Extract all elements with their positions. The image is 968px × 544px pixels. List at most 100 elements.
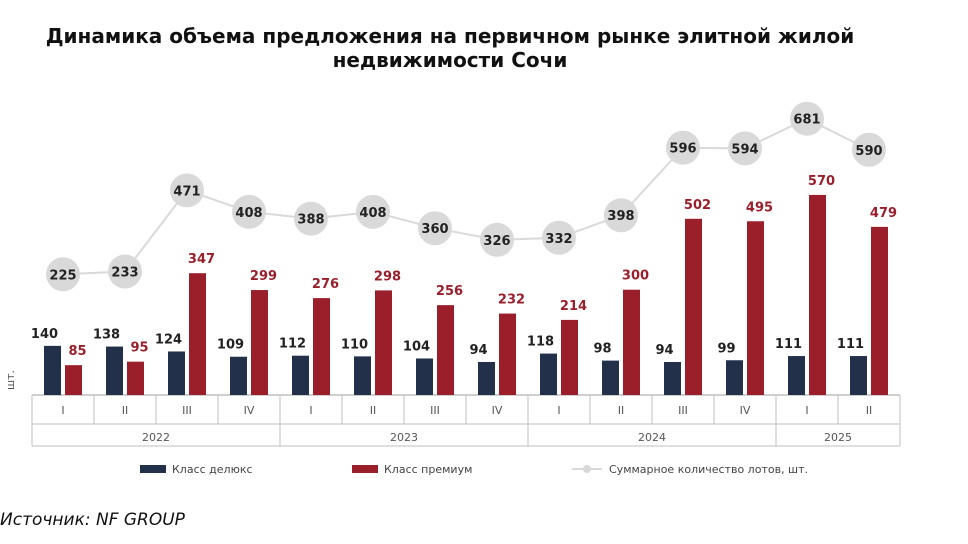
x-tick-label: III [182, 404, 192, 417]
x-tick-label: I [805, 404, 808, 417]
legend-label-premium: Класс премиум [384, 463, 472, 476]
x-tick-label: III [678, 404, 688, 417]
data-label-total: 326 [483, 234, 510, 249]
year-label: 2024 [638, 431, 666, 444]
data-label-deluxe: 111 [775, 337, 802, 352]
x-tick-label: II [370, 404, 377, 417]
bar-deluxe [540, 353, 557, 395]
data-label-total: 332 [545, 232, 572, 247]
data-label-deluxe: 111 [837, 337, 864, 352]
total-marker [480, 222, 514, 257]
source-note: Источник: NF GROUP [0, 510, 185, 530]
bar-deluxe [478, 362, 495, 395]
data-label-deluxe: 104 [403, 339, 430, 354]
total-marker [790, 101, 824, 136]
total-marker [108, 254, 142, 289]
data-label-deluxe: 112 [279, 337, 306, 352]
total-marker [356, 194, 390, 229]
data-label-premium: 570 [808, 174, 835, 189]
data-label-total: 388 [297, 213, 324, 228]
total-marker [604, 198, 638, 233]
total-marker [666, 130, 700, 165]
chart-title-line-1: Динамика объема предложения на первичном… [45, 24, 855, 48]
legend-swatch-premium [352, 465, 378, 473]
data-label-deluxe: 94 [655, 343, 673, 358]
data-label-total: 225 [49, 268, 76, 283]
bar-deluxe [44, 345, 61, 395]
data-label-premium: 299 [250, 269, 277, 284]
x-tick-label: II [866, 404, 873, 417]
x-tick-label: I [309, 404, 312, 417]
data-label-premium: 495 [746, 200, 773, 215]
year-label: 2025 [824, 431, 852, 444]
bar-deluxe [354, 356, 371, 395]
data-label-premium: 95 [130, 341, 148, 356]
total-marker [728, 131, 762, 166]
data-label-premium: 502 [684, 198, 711, 213]
bar-deluxe [292, 355, 309, 395]
legend-marker-total [583, 465, 591, 473]
x-tick-label: IV [244, 404, 255, 417]
total-marker [418, 211, 452, 246]
bar-deluxe [726, 360, 743, 395]
data-label-total: 471 [173, 184, 200, 199]
data-label-premium: 300 [622, 269, 649, 284]
data-label-total: 398 [607, 209, 634, 224]
bar-deluxe [230, 356, 247, 395]
bar-premium [375, 290, 392, 395]
data-label-deluxe: 140 [31, 327, 58, 342]
x-tick-label: I [557, 404, 560, 417]
bar-deluxe [602, 360, 619, 395]
total-marker [542, 220, 576, 255]
bar-premium [623, 289, 640, 395]
data-label-deluxe: 124 [155, 332, 182, 347]
x-tick-label: III [430, 404, 440, 417]
data-label-premium: 276 [312, 277, 339, 292]
bar-premium [127, 361, 144, 395]
bar-premium [499, 313, 516, 395]
bar-premium [189, 273, 206, 395]
bar-premium [251, 290, 268, 395]
data-label-total: 681 [793, 113, 820, 128]
data-label-deluxe: 110 [341, 337, 368, 352]
bar-deluxe [416, 358, 433, 395]
bar-premium [65, 365, 82, 395]
data-label-premium: 479 [870, 206, 897, 221]
total-marker [852, 132, 886, 167]
x-tick-label: IV [492, 404, 503, 417]
bar-premium [437, 305, 454, 395]
legend-swatch-deluxe [140, 465, 166, 473]
legend: Класс делюкс Класс премиум Суммарное колич… [140, 463, 808, 476]
label-layer: 140 138 124 109 112 110 104 94 118 98 94 99 111 111 85… [31, 101, 897, 359]
chart-title-line-2: недвижимости Сочи [332, 48, 568, 72]
data-label-total: 596 [669, 142, 696, 157]
data-label-deluxe: 118 [527, 335, 554, 350]
data-label-deluxe: 109 [217, 338, 244, 353]
total-marker [294, 201, 328, 236]
y-axis-label: шт. [4, 370, 17, 390]
data-label-total: 233 [111, 266, 138, 281]
bar-premium [561, 319, 578, 395]
data-label-total: 594 [731, 142, 758, 157]
bar-deluxe [850, 356, 867, 395]
year-label: 2023 [390, 431, 418, 444]
bar-deluxe [168, 351, 185, 395]
bar-deluxe [106, 346, 123, 395]
data-label-deluxe: 99 [717, 341, 735, 356]
total-marker [46, 257, 80, 292]
bar-premium [685, 218, 702, 395]
year-label: 2022 [142, 431, 170, 444]
data-label-premium: 347 [188, 252, 215, 267]
total-marker [170, 173, 204, 208]
x-tick-label: II [122, 404, 129, 417]
data-label-deluxe: 138 [93, 328, 120, 343]
data-label-total: 408 [359, 206, 386, 221]
data-label-premium: 256 [436, 284, 463, 299]
x-tick-label: IV [740, 404, 751, 417]
bar-layer [44, 194, 888, 395]
data-label-total: 360 [421, 222, 448, 237]
bar-deluxe [664, 362, 681, 395]
data-label-premium: 232 [498, 293, 525, 308]
bar-deluxe [788, 356, 805, 395]
